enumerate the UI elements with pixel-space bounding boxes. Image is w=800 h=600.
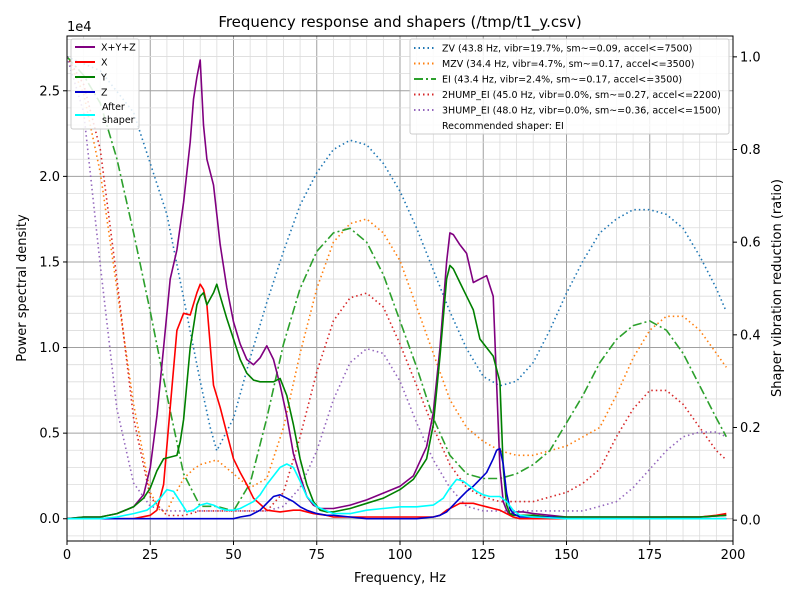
psd-series-line: [67, 463, 727, 520]
legend-label: Y: [100, 73, 107, 84]
legend-label: Recommended shaper: EI: [442, 121, 564, 132]
y-axis-label: Power spectral density: [15, 214, 30, 362]
shaper-series-line: [67, 56, 728, 452]
y-tick-label: 1.0: [39, 341, 60, 356]
y-axis-right-label: Shaper vibration reduction (ratio): [770, 179, 785, 397]
legend-label: shaper: [102, 115, 135, 126]
x-tick-label: 0: [63, 548, 71, 563]
legend-label: ZV (43.8 Hz, vibr=19.7%, sm~=0.09, accel…: [442, 44, 692, 55]
y-right-tick-label: 0.4: [740, 328, 761, 343]
legend-label: X+Y+Z: [101, 43, 136, 54]
shaper-series-line: [67, 56, 727, 512]
y-right-tick-label: 0.2: [740, 421, 761, 436]
legend-label: Z: [101, 88, 108, 99]
legend-label: EI (43.4 Hz, vibr=2.4%, sm~=0.17, accel<…: [442, 75, 682, 86]
psd-series-line: [67, 447, 727, 520]
plot-area: [67, 56, 728, 520]
axes: 0 25 50 75 100 125 150 175 200 0.0 0.5 1.0 1.5 2.0 2.5…: [39, 50, 760, 563]
legend-label: After: [102, 102, 125, 113]
legend-right: ZV (43.8 Hz, vibr=19.7%, sm~=0.09, accel…: [409, 38, 730, 135]
legend-left: X+Y+Z XYZ After shaper: [70, 38, 140, 130]
x-tick-label: 175: [637, 548, 662, 563]
y-axis-offset-text: 1e4: [67, 20, 92, 35]
legend-label: MZV (34.4 Hz, vibr=4.7%, sm~=0.17, accel…: [442, 59, 694, 70]
y-tick-label: 0.0: [39, 512, 60, 527]
x-tick-label: 150: [554, 548, 579, 563]
y-right-tick-label: 0.6: [740, 236, 761, 251]
y-tick-label: 0.5: [39, 427, 60, 442]
chart-title: Frequency response and shapers (/tmp/t1_…: [218, 13, 581, 32]
x-tick-label: 75: [308, 548, 325, 563]
x-tick-label: 25: [142, 548, 159, 563]
x-axis-label: Frequency, Hz: [354, 571, 446, 586]
x-tick-label: 125: [471, 548, 496, 563]
y-right-tick-label: 1.0: [740, 50, 761, 65]
x-tick-label: 200: [721, 548, 746, 563]
x-tick-label: 50: [225, 548, 242, 563]
y-right-tick-label: 0.0: [740, 514, 761, 529]
y-tick-label: 2.0: [39, 170, 60, 185]
y-tick-label: 2.5: [39, 84, 60, 99]
x-tick-label: 100: [388, 548, 413, 563]
legend-label: X: [101, 58, 108, 69]
legend-box: [409, 38, 730, 135]
y-tick-label: 1.5: [39, 255, 60, 270]
legend-label: 3HUMP_EI (48.0 Hz, vibr=0.0%, sm~=0.36, …: [442, 106, 721, 117]
shaper-series-line: [67, 56, 727, 517]
legend-label: 2HUMP_EI (45.0 Hz, vibr=0.0%, sm~=0.27, …: [442, 90, 721, 101]
y-right-tick-label: 0.8: [740, 143, 761, 158]
